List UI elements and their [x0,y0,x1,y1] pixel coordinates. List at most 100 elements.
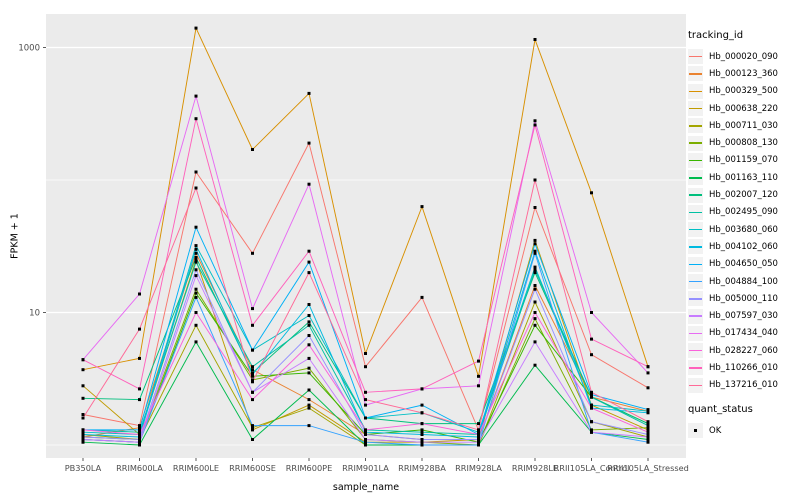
legend-key-swatch [688,222,703,238]
data-point [138,430,141,434]
legend-key-swatch [688,308,703,324]
data-point [533,251,537,255]
legend-key-swatch [688,325,703,341]
legend-item-label: Hb_002495_090 [709,207,778,218]
data-point [477,430,480,434]
data-point [420,295,424,299]
legend-key-swatch [688,274,703,289]
data-point [194,274,198,278]
legend-item-label: Hb_000808_130 [709,138,778,149]
data-point [420,205,424,209]
data-point [194,268,198,272]
data-point [533,249,537,253]
data-point [364,433,367,436]
legend-item-Hb_000020_090: Hb_000020_090 [688,48,800,65]
data-point [81,440,85,444]
data-point [307,371,311,375]
data-point [251,380,254,384]
legend-item-label: Hb_001159_070 [709,155,778,166]
data-point [590,337,593,341]
legend-item-label: Hb_000711_030 [709,120,778,131]
data-point [251,348,254,352]
legend-item-Hb_001159_070: Hb_001159_070 [688,152,800,169]
data-point [194,117,198,121]
data-point [307,303,311,306]
data-point [477,433,480,436]
legend-key-line-icon [689,298,702,300]
x-tick-label: RRIM600SE [229,463,276,473]
legend-item-Hb_028227_060: Hb_028227_060 [688,342,800,359]
data-point [590,390,593,394]
data-point [138,292,141,296]
data-point [81,384,85,388]
data-point [420,387,424,391]
legend-item-label: Hb_000329_500 [709,86,778,97]
data-point [194,225,198,229]
legend-key-line-icon [689,246,702,248]
legend-item-label: Hb_004884_100 [709,276,778,287]
legend-key-swatch [688,423,703,439]
data-point [81,396,85,400]
data-point [138,398,141,402]
data-point [307,334,311,337]
data-point [477,443,480,447]
legend-key-swatch [688,170,703,186]
legend-item-Hb_001163_110: Hb_001163_110 [688,169,800,186]
data-point [251,371,254,375]
data-point [138,356,141,360]
x-tick-label: RRIM928LA [455,463,502,473]
data-point [194,256,198,259]
data-point [194,247,198,251]
data-point [590,311,593,314]
data-point [533,300,537,304]
data-point [420,422,424,426]
data-point [307,141,311,145]
data-point [646,408,650,412]
data-point [533,363,537,367]
data-point [477,440,480,444]
legend-key-line-icon [689,107,702,110]
data-point [138,443,141,447]
legend-key-line-icon [689,142,702,144]
data-point [364,352,367,355]
x-tick-label: RRIM928BA [398,463,446,473]
data-point [307,91,311,95]
data-point [307,388,311,392]
data-point [81,438,85,441]
data-point [646,371,650,375]
data-point [251,368,254,372]
data-point [364,416,367,420]
data-point [194,244,198,248]
legend: tracking_id Hb_000020_090 Hb_000123_360 Hb… [688,30,800,439]
data-point [364,430,367,434]
legend-key-line-icon [689,332,702,335]
data-point [533,265,537,269]
x-tick-label: RRIM901LA [342,463,389,473]
legend-key-line-icon [689,177,702,179]
legend-item-label: Hb_137216_010 [709,380,778,391]
data-point [138,424,141,428]
data-point [420,440,424,444]
data-point [138,435,141,439]
legend-key-swatch [688,49,703,65]
legend-title-quant-status: quant_status [688,403,753,415]
data-point [364,438,367,441]
data-point [251,373,254,377]
legend-key-line-icon [689,90,702,93]
data-point [81,428,85,432]
legend-item-Hb_002495_090: Hb_002495_090 [688,204,800,221]
data-point [307,323,311,327]
legend-item-Hb_000711_030: Hb_000711_030 [688,117,800,134]
data-point [533,123,537,127]
legend-title-tracking-id: tracking_id [688,30,744,41]
legend-item-Hb_002007_120: Hb_002007_120 [688,186,800,203]
legend-key-point-icon [693,428,698,433]
legend-item-label: Hb_003680_060 [709,224,778,235]
data-point [251,365,254,369]
data-point [194,251,198,255]
data-point [533,242,537,246]
legend-key-swatch [688,204,703,220]
